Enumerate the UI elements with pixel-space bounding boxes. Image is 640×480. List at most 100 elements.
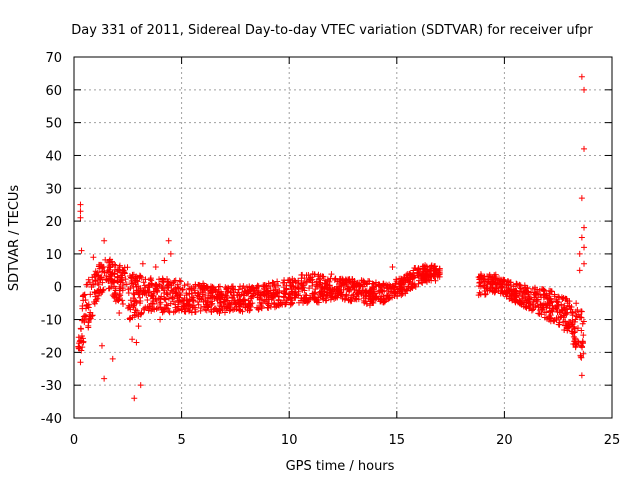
data-point	[522, 294, 529, 301]
data-point	[285, 291, 292, 298]
outlier-point	[126, 316, 133, 323]
data-point	[546, 313, 553, 320]
data-point	[543, 309, 550, 316]
data-point	[238, 301, 245, 308]
outlier-point	[389, 264, 396, 271]
data-point	[111, 271, 118, 278]
data-point	[406, 279, 413, 286]
x-tick-label: 20	[496, 433, 513, 448]
data-point	[329, 291, 336, 298]
outlier-point	[137, 382, 144, 389]
outlier-point	[133, 339, 140, 346]
data-point	[295, 277, 302, 284]
data-point	[136, 272, 143, 279]
data-point	[105, 259, 112, 266]
data-point	[579, 320, 586, 327]
data-point	[430, 273, 437, 280]
data-point	[194, 299, 201, 306]
data-point	[152, 282, 159, 289]
data-point	[493, 285, 500, 292]
data-point	[274, 289, 281, 296]
data-point	[93, 298, 100, 305]
data-point	[299, 271, 306, 278]
data-point	[530, 304, 537, 311]
data-point	[525, 303, 532, 310]
data-point	[75, 334, 82, 341]
data-point	[336, 275, 343, 282]
data-point	[88, 312, 95, 319]
data-point	[207, 306, 214, 313]
data-point	[546, 308, 553, 315]
data-point	[309, 290, 316, 297]
data-point	[316, 275, 323, 282]
data-point	[534, 298, 541, 305]
y-tick-label: -30	[41, 379, 62, 394]
data-point	[574, 325, 581, 332]
data-point	[138, 309, 145, 316]
data-point	[398, 292, 405, 299]
data-point	[305, 296, 312, 303]
data-point	[169, 293, 176, 300]
data-point	[81, 312, 88, 319]
outlier-point	[578, 73, 585, 80]
data-point	[98, 289, 105, 296]
data-point	[306, 285, 313, 292]
data-point	[160, 289, 167, 296]
data-point	[224, 305, 231, 312]
data-point	[307, 295, 314, 302]
data-point	[281, 279, 288, 286]
data-point	[275, 282, 282, 289]
outlier-point	[77, 201, 84, 208]
data-point	[384, 284, 391, 291]
data-point	[569, 309, 576, 316]
outlier-point	[148, 280, 155, 287]
data-point	[142, 304, 149, 311]
data-point	[125, 305, 132, 312]
data-point	[144, 296, 151, 303]
data-point	[522, 297, 529, 304]
data-point	[477, 271, 484, 278]
data-point	[555, 321, 562, 328]
data-point	[304, 278, 311, 285]
data-point	[414, 269, 421, 276]
data-point	[106, 264, 113, 271]
data-point	[266, 296, 273, 303]
data-point	[369, 280, 376, 287]
data-point	[271, 299, 278, 306]
data-point	[534, 286, 541, 293]
data-point	[127, 285, 134, 292]
x-axis-label: GPS time / hours	[286, 459, 395, 474]
data-point	[275, 302, 282, 309]
data-point	[402, 290, 409, 297]
outlier-point	[78, 247, 85, 254]
data-point	[230, 295, 237, 302]
data-point	[294, 284, 301, 291]
data-point	[326, 285, 333, 292]
data-points	[75, 73, 588, 402]
outlier-point	[200, 280, 207, 287]
data-point	[186, 290, 193, 297]
data-point	[154, 304, 161, 311]
data-point	[188, 309, 195, 316]
outlier-point	[578, 195, 585, 202]
outlier-point	[161, 257, 168, 264]
data-point	[258, 305, 265, 312]
data-point	[170, 309, 177, 316]
data-point	[216, 283, 223, 290]
data-point	[147, 275, 154, 282]
data-point	[319, 273, 326, 280]
outlier-point	[135, 323, 142, 330]
data-point	[535, 291, 542, 298]
outlier-point	[98, 342, 105, 349]
data-point	[368, 286, 375, 293]
data-point	[261, 288, 268, 295]
data-point	[181, 294, 188, 301]
data-point	[580, 332, 587, 339]
data-point	[110, 293, 117, 300]
data-point	[194, 289, 201, 296]
data-point	[367, 287, 374, 294]
data-point	[131, 301, 138, 308]
data-point	[129, 271, 136, 278]
data-point	[547, 312, 554, 319]
data-point	[269, 279, 276, 286]
